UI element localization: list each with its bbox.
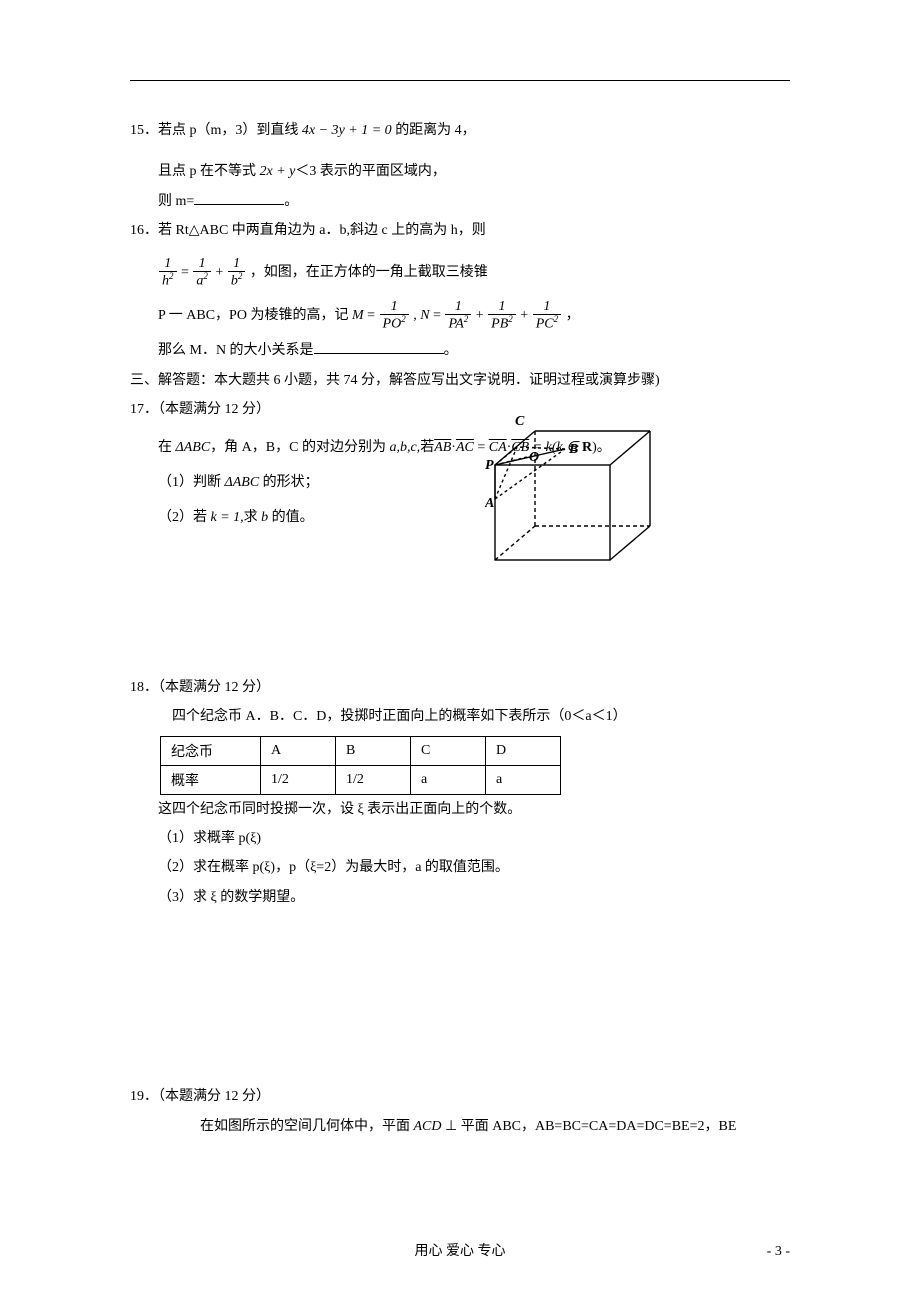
cell-C: C	[411, 736, 486, 765]
top-rule	[130, 80, 790, 81]
q18-p3: （3）求 ξ 的数学期望。	[130, 883, 790, 912]
q16-l3a: P 一 ABC，PO 为棱锥的高，记	[158, 308, 352, 323]
q16-l2tail: ，如图，在正方体的一角上截取三棱锥	[250, 265, 488, 280]
q16-line4: 那么 M．N 的大小关系是 。	[130, 336, 790, 365]
q15-l2a: 且点 p 在不等式	[158, 164, 260, 179]
q17-line1: 在 ΔABC，角 A，B，C 的对边分别为 a,b,c,若AB·AC = CA·…	[130, 433, 790, 462]
vec-AC: AC	[456, 440, 474, 455]
q17-p1b: 的形状；	[259, 475, 319, 490]
q15-blank	[194, 191, 284, 205]
fig-label-P: P	[485, 458, 494, 473]
fig-label-A: A	[485, 496, 494, 511]
q19-ACD: ACD	[414, 1119, 442, 1134]
q18-after: 这四个纪念币同时投掷一次，设 ξ 表示出正面向上的个数。	[130, 795, 790, 824]
q15-eq2: 2x + y	[260, 164, 296, 179]
q18-intro: 四个纪念币 A．B．C．D，投掷时正面向上的概率如下表所示（0＜a＜1）	[130, 702, 790, 731]
q19-line1: 在如图所示的空间几何体中，平面 ACD ⊥ 平面 ABC，AB=BC=CA=DA…	[130, 1112, 790, 1141]
q16-comma: ，	[566, 308, 580, 323]
q16-blank	[314, 340, 444, 354]
perp-icon: ⊥	[445, 1119, 457, 1134]
q16-l4a: 那么 M．N 的大小关系是	[158, 343, 314, 358]
frac-1h2: 1h2	[159, 256, 177, 289]
cell-prob-label: 概率	[161, 765, 261, 794]
q19-header: 19．（本题满分 12 分）	[130, 1082, 790, 1111]
frac-1a2: 1a2	[193, 256, 211, 289]
cell-D: D	[486, 736, 561, 765]
q16-line1: 16．若 Rt△ABC 中两直角边为 a．b,斜边 c 上的高为 h，则	[130, 216, 790, 245]
q16-number: 16．	[130, 223, 158, 238]
cube-figure: P A B C O	[485, 411, 660, 566]
q17-p2b: 求	[244, 510, 262, 525]
cell-B: B	[336, 736, 411, 765]
frac-N3: 1PC2	[533, 299, 561, 332]
frac-M: 1PO2	[380, 299, 409, 332]
q17-p2: （2）若 k = 1,求 b 的值。	[130, 503, 790, 532]
fig-label-B: B	[568, 442, 578, 457]
q16-M: M	[352, 308, 364, 323]
fig-label-O: O	[529, 450, 539, 465]
q18-header: 18．（本题满分 12 分）	[130, 673, 790, 702]
q17-l1b: ，角 A，B，C 的对边分别为	[210, 440, 389, 455]
section3-heading: 三、解答题：本大题共 6 小题，共 74 分，解答应写出文字说明．证明过程或演算…	[130, 366, 790, 395]
q16-N: N	[420, 308, 429, 323]
q17-p1a: （1）判断	[158, 475, 225, 490]
vec-AB: AB	[434, 440, 451, 455]
q19-l1b: 平面 ABC，AB=BC=CA=DA=DC=BE=2，BE	[457, 1119, 736, 1134]
q15-l2b: ＜3 表示的平面区域内，	[295, 164, 446, 179]
cell-pD: a	[486, 765, 561, 794]
frac-1b2: 1b2	[228, 256, 246, 289]
q15-eq1: 4x − 3y + 1 = 0	[302, 123, 392, 138]
q17-p1: （1）判断 ΔABC 的形状；	[130, 468, 790, 497]
q16-eq-line: 1h2 = 1a2 + 1b2 ，如图，在正方体的一角上截取三棱锥	[130, 246, 790, 295]
q15-l3: 则 m=	[158, 194, 194, 209]
q18-p1: （1）求概率 p(ξ)	[130, 824, 790, 853]
fig-label-C: C	[515, 414, 525, 429]
q17-abc: a,b,c,	[389, 440, 420, 455]
q15-l1a: 若点 p（m，3）到直线	[158, 123, 302, 138]
frac-N2: 1PB2	[488, 299, 516, 332]
q19-l1a: 在如图所示的空间几何体中，平面	[200, 1119, 414, 1134]
q17-p2a: （2）若	[158, 510, 211, 525]
q15-line2: 且点 p 在不等式 2x + y＜3 表示的平面区域内，	[130, 157, 790, 186]
cell-A: A	[261, 736, 336, 765]
q17-header: 17．（本题满分 12 分）	[130, 395, 790, 424]
q15-line1: 15．若点 p（m，3）到直线 4x − 3y + 1 = 0 的距离为 4，	[130, 116, 790, 145]
q17-tri: ΔABC	[176, 440, 211, 455]
q16-line3: P 一 ABC，PO 为棱锥的高，记 M = 1PO2 , N = 1PA2 +…	[130, 295, 790, 336]
probability-table: 纪念币 A B C D 概率 1/2 1/2 a a	[160, 736, 561, 795]
q15-line3: 则 m= 。	[130, 187, 790, 216]
cell-coin-label: 纪念币	[161, 736, 261, 765]
q15-l3e: 。	[284, 194, 298, 209]
frac-N1: 1PA2	[445, 299, 471, 332]
cell-pC: a	[411, 765, 486, 794]
q16-l4e: 。	[444, 343, 458, 358]
q17-k1: k = 1,	[211, 510, 244, 525]
q15-l1b: 的距离为 4，	[392, 123, 476, 138]
table-row: 纪念币 A B C D	[161, 736, 561, 765]
cell-pB: 1/2	[336, 765, 411, 794]
q18-p2: （2）求在概率 p(ξ)，p（ξ=2）为最大时，a 的取值范围。	[130, 853, 790, 882]
q17-p2c: 的值。	[268, 510, 314, 525]
table-row: 概率 1/2 1/2 a a	[161, 765, 561, 794]
q16-l1: 若 Rt△ABC 中两直角边为 a．b,斜边 c 上的高为 h，则	[158, 223, 486, 238]
page-number: - 3 -	[767, 1244, 790, 1260]
q17-l1a: 在	[158, 440, 176, 455]
cell-pA: 1/2	[261, 765, 336, 794]
q17-l1c: 若	[420, 440, 434, 455]
q15-number: 15．	[130, 123, 158, 138]
